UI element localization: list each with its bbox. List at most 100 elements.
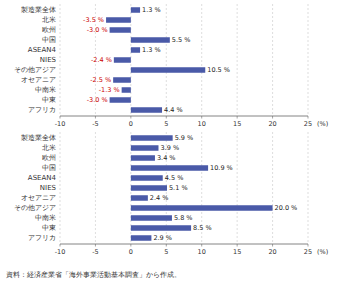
category-label: 中国 [42,164,56,172]
tick-label: -5 [92,120,98,128]
bar [131,215,172,221]
tick-label: 10 [198,120,206,128]
category-label: アフリカ [28,234,56,242]
tick-label: 0 [129,120,133,128]
data-label: 4.4 % [164,106,183,114]
grid-line [166,4,167,116]
x-axis-label: (%) [317,120,328,128]
category-label: NIES [40,56,57,64]
category-label: その他アジア [14,66,56,74]
tick-mark [95,116,96,119]
data-label: 20.0 % [275,204,298,212]
bars [106,7,205,113]
category-label: ASEAN4 [28,46,57,54]
category-label: 中国 [42,36,56,44]
grid-line [272,4,273,116]
tick-mark [60,116,61,119]
bar [131,145,159,151]
tick-label: 15 [233,120,241,128]
category-label: 中東 [42,96,56,104]
panel: 1.3 %製造業全体-3.5 %北米-3.0 %欧州5.5 %中国1.3 %AS… [14,4,328,128]
bar [131,225,191,231]
data-label: -3.0 % [87,96,108,104]
category-label: ASEAN4 [28,174,57,182]
bar [131,235,152,241]
bar [131,185,167,191]
tick-label: -5 [92,248,98,256]
bar [131,205,273,211]
tick-label: -10 [55,120,66,128]
data-label: -2.5 % [90,76,111,84]
data-label: 3.9 % [160,144,179,152]
tick-label: 5 [164,248,168,256]
chart-root: 1.3 % 製造業全体 -3.5 % 北米 -3.0 % 欧州 5.5 % 中国 1.3 % AS… [0,0,340,281]
data-label: 10.5 % [207,66,230,74]
bar [131,67,205,73]
tick-label: -10 [55,248,66,256]
category-label: 中南米 [35,86,56,94]
data-label: 5.1 % [169,184,188,192]
grid-line [237,4,238,116]
grid-line [201,4,202,116]
bar [131,7,140,13]
category-label: 中南米 [35,214,56,222]
tick-mark [272,244,273,247]
grid-line [272,132,273,244]
tick-label: 20 [268,248,276,256]
tick-label: 20 [268,120,276,128]
x-axis-line [60,244,308,245]
bar [131,155,155,161]
category-label: 製造業全体 [21,134,56,142]
tick-label: 25 [304,248,312,256]
category-label: オセアニア [21,76,56,84]
footer-note: 資料：経済産業省「海外事業活動基本調査」から作成。 [6,271,181,279]
data-label: 1.3 % [142,46,161,54]
category-label: 中東 [42,224,56,232]
tick-mark [60,244,61,247]
data-label: 5.9 % [175,134,194,142]
grid-line [308,132,309,244]
bar [131,175,163,181]
tick-mark [308,244,309,247]
tick-mark [130,116,131,119]
bar [110,27,131,33]
bar [114,57,131,63]
data-label: 5.5 % [172,36,191,44]
bar [131,107,162,113]
grid-line [60,132,61,244]
bar [131,37,170,43]
bar [106,17,131,23]
tick-mark [272,116,273,119]
tick-mark [308,116,309,119]
category-label: その他アジア [14,204,56,212]
grid-line [237,132,238,244]
bar [131,47,140,53]
tick-mark [166,116,167,119]
tick-label: 0 [129,248,133,256]
data-label: 1.3 % [142,6,161,14]
bar [131,135,173,141]
bar [131,165,208,171]
bar [131,195,148,201]
grid-line [308,4,309,116]
category-label: 欧州 [42,154,56,162]
category-label: アフリカ [28,106,56,114]
data-label: 2.9 % [153,234,172,242]
bar [110,97,131,103]
bar [122,87,131,93]
x-axis-label: (%) [317,248,328,256]
category-label: 北米 [42,144,56,152]
tick-label: 25 [304,120,312,128]
tick-label: 10 [198,248,206,256]
category-label: NIES [40,184,57,192]
panel: 5.9 %製造業全体3.9 %北米3.4 %欧州10.9 %中国4.5 %ASE… [14,132,328,256]
data-label: -1.3 % [99,86,120,94]
x-axis-line [60,116,308,117]
data-label: -3.0 % [87,26,108,34]
category-label: 製造業全体 [21,6,56,14]
tick-mark [237,244,238,247]
tick-mark [237,116,238,119]
tick-label: 5 [164,120,168,128]
data-label: -3.5 % [83,16,104,24]
tick-mark [166,244,167,247]
